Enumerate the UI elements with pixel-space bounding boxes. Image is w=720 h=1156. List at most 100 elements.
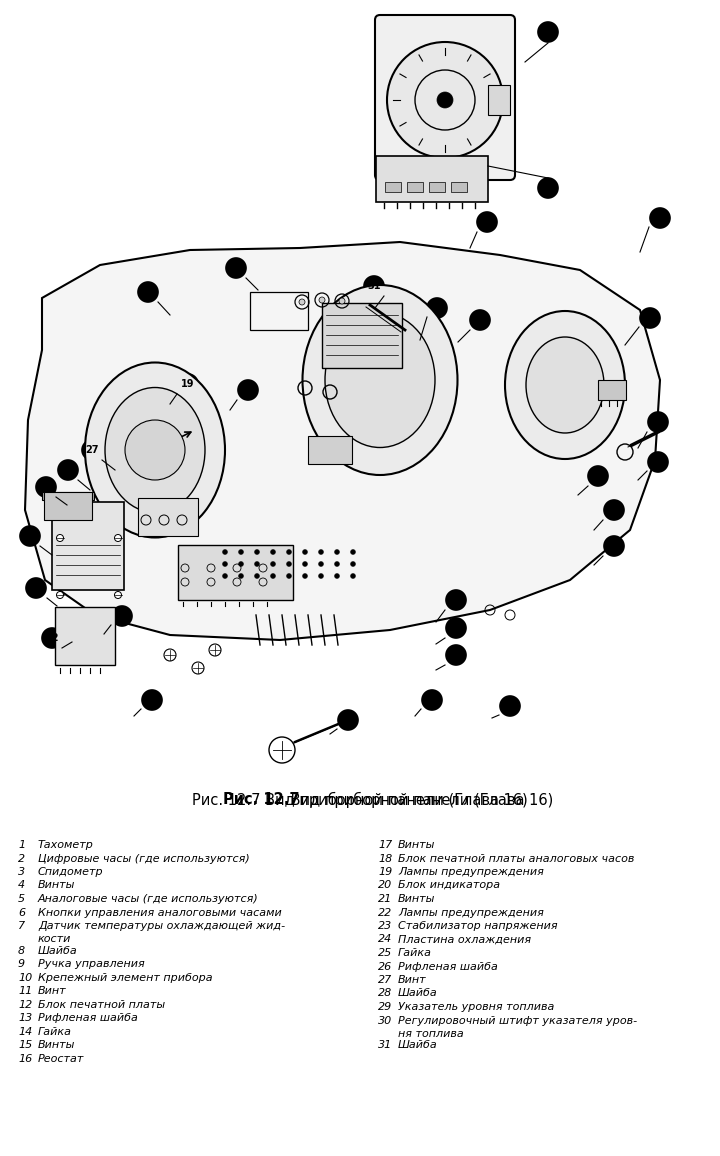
Circle shape	[500, 696, 520, 716]
Circle shape	[287, 562, 292, 566]
Circle shape	[335, 549, 340, 555]
Circle shape	[271, 549, 276, 555]
Text: 12: 12	[449, 595, 463, 605]
Circle shape	[338, 710, 358, 729]
Bar	[250, 292, 308, 329]
Circle shape	[446, 645, 466, 665]
Bar	[488, 86, 510, 114]
Text: Шайба: Шайба	[398, 1040, 438, 1051]
Text: Указатель уровня топлива: Указатель уровня топлива	[398, 1002, 554, 1012]
Circle shape	[20, 526, 40, 546]
Polygon shape	[25, 242, 660, 640]
Text: 18: 18	[378, 853, 392, 864]
Circle shape	[650, 208, 670, 228]
Circle shape	[269, 738, 295, 763]
Text: Блок печатной платы аналоговых часов: Блок печатной платы аналоговых часов	[398, 853, 634, 864]
Text: Стабилизатор напряжения: Стабилизатор напряжения	[398, 921, 557, 931]
Text: Блок печатной платы: Блок печатной платы	[38, 1000, 165, 1010]
Text: 9: 9	[595, 470, 601, 481]
Circle shape	[538, 22, 558, 42]
Text: 31: 31	[367, 281, 381, 291]
Text: 5: 5	[647, 313, 653, 323]
Circle shape	[238, 549, 243, 555]
Text: Тахометр: Тахометр	[38, 840, 94, 850]
Text: 11: 11	[18, 986, 32, 996]
Bar	[138, 498, 198, 536]
Text: 26: 26	[61, 465, 75, 475]
Circle shape	[302, 549, 307, 555]
Circle shape	[446, 590, 466, 610]
Circle shape	[114, 592, 122, 599]
Text: 19: 19	[378, 867, 392, 877]
Text: Шайба: Шайба	[38, 946, 78, 956]
Bar	[408, 170, 420, 178]
Text: Винт: Винт	[38, 986, 67, 996]
Circle shape	[287, 573, 292, 578]
Text: кости: кости	[38, 934, 71, 944]
Text: 17: 17	[378, 840, 392, 850]
Text: 10: 10	[18, 973, 32, 983]
Circle shape	[271, 573, 276, 578]
Bar	[44, 492, 92, 520]
Text: 28: 28	[378, 988, 392, 999]
Text: 7: 7	[18, 921, 25, 931]
Text: 14: 14	[18, 1027, 32, 1037]
Bar	[52, 502, 124, 590]
Text: 21: 21	[115, 612, 129, 621]
Bar	[178, 544, 293, 600]
Circle shape	[648, 452, 668, 472]
Circle shape	[26, 578, 46, 598]
Circle shape	[56, 592, 63, 599]
Text: 16: 16	[18, 1054, 32, 1064]
Circle shape	[318, 573, 323, 578]
Text: Ручка управления: Ручка управления	[38, 959, 145, 970]
Circle shape	[302, 562, 307, 566]
Circle shape	[437, 92, 453, 108]
Text: Винты: Винты	[398, 840, 436, 850]
Circle shape	[254, 562, 259, 566]
Circle shape	[222, 573, 228, 578]
Text: 4: 4	[18, 881, 25, 890]
Text: Цифровые часы (где используются): Цифровые часы (где используются)	[38, 853, 250, 864]
Circle shape	[477, 212, 497, 232]
Text: Реостат: Реостат	[38, 1054, 84, 1064]
Text: 22: 22	[378, 907, 392, 918]
Text: 2: 2	[18, 853, 25, 864]
Circle shape	[318, 549, 323, 555]
Text: 8: 8	[654, 457, 662, 467]
Circle shape	[56, 534, 63, 541]
Text: 3: 3	[18, 867, 25, 877]
Text: 27: 27	[378, 975, 392, 985]
Text: 1: 1	[544, 27, 552, 37]
Circle shape	[604, 501, 624, 520]
Text: Лампы предупреждения: Лампы предупреждения	[398, 907, 544, 918]
Ellipse shape	[85, 363, 225, 538]
Text: 6: 6	[18, 907, 25, 918]
Text: 30: 30	[473, 314, 487, 325]
Circle shape	[238, 562, 243, 566]
Text: Спидометр: Спидометр	[38, 867, 104, 877]
Ellipse shape	[105, 387, 205, 512]
Text: 17: 17	[341, 716, 355, 725]
Circle shape	[82, 440, 102, 460]
Text: Пластина охлаждения: Пластина охлаждения	[398, 934, 531, 944]
Text: 3: 3	[484, 217, 490, 227]
Text: 7: 7	[654, 417, 662, 427]
Text: 14: 14	[449, 650, 463, 660]
Text: Кнопки управления аналоговыми часами: Кнопки управления аналоговыми часами	[38, 907, 282, 918]
Circle shape	[142, 690, 162, 710]
Circle shape	[42, 628, 62, 649]
Text: Винты: Винты	[38, 881, 76, 890]
Text: 13: 13	[18, 1014, 32, 1023]
FancyBboxPatch shape	[376, 156, 488, 202]
FancyBboxPatch shape	[375, 15, 515, 180]
Ellipse shape	[325, 312, 435, 447]
Text: 23: 23	[30, 583, 42, 593]
Circle shape	[364, 276, 384, 296]
Circle shape	[254, 573, 259, 578]
Circle shape	[387, 42, 503, 158]
Circle shape	[114, 534, 122, 541]
Circle shape	[226, 258, 246, 277]
Bar	[385, 181, 401, 192]
Text: Лампы предупреждения: Лампы предупреждения	[398, 867, 544, 877]
